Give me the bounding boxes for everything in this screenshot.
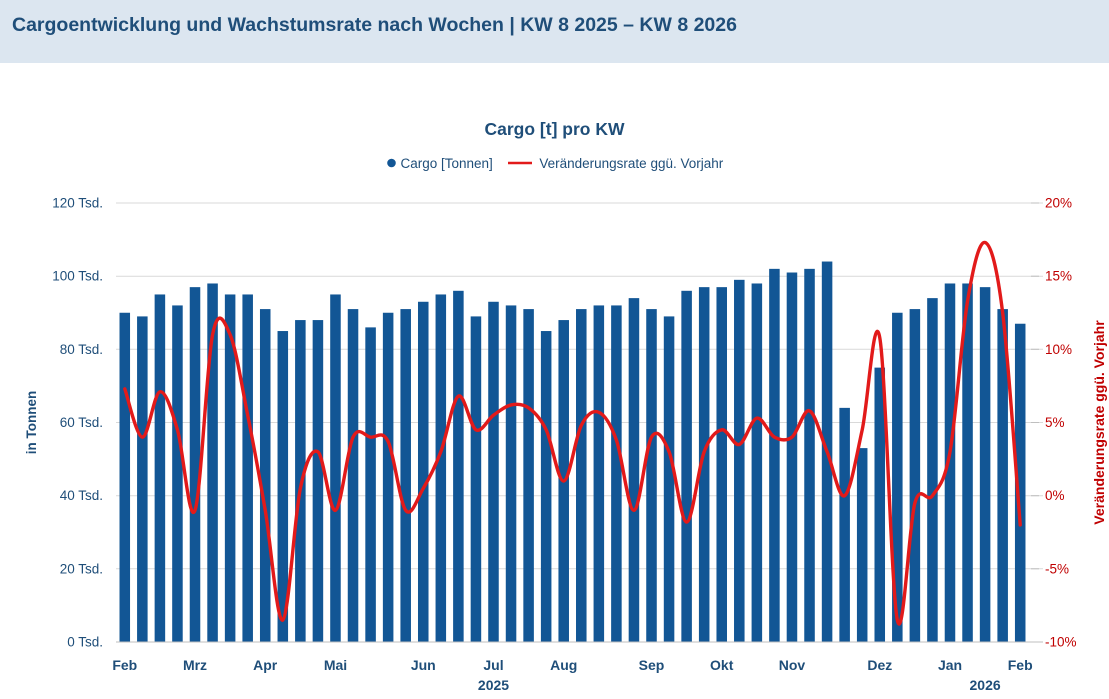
svg-text:Nov: Nov — [779, 657, 806, 673]
svg-text:Apr: Apr — [253, 657, 278, 673]
svg-text:2025: 2025 — [478, 677, 509, 693]
svg-text:15%: 15% — [1045, 269, 1072, 284]
svg-text:-10%: -10% — [1045, 635, 1077, 650]
svg-text:-5%: -5% — [1045, 561, 1069, 576]
svg-text:Jun: Jun — [411, 657, 436, 673]
svg-text:0%: 0% — [1045, 488, 1065, 503]
svg-text:Mai: Mai — [324, 657, 347, 673]
svg-text:Jul: Jul — [483, 657, 503, 673]
svg-text:0 Tsd.: 0 Tsd. — [67, 635, 103, 650]
svg-text:Aug: Aug — [550, 657, 577, 673]
svg-text:Jan: Jan — [938, 657, 962, 673]
svg-text:80 Tsd.: 80 Tsd. — [60, 342, 103, 357]
svg-text:100 Tsd.: 100 Tsd. — [52, 269, 103, 284]
svg-text:Feb: Feb — [112, 657, 137, 673]
svg-text:Feb: Feb — [1008, 657, 1033, 673]
svg-text:120 Tsd.: 120 Tsd. — [52, 196, 103, 211]
svg-text:Dez: Dez — [867, 657, 892, 673]
svg-text:10%: 10% — [1045, 342, 1072, 357]
svg-text:40 Tsd.: 40 Tsd. — [60, 488, 103, 503]
svg-text:Sep: Sep — [639, 657, 665, 673]
svg-text:Veränderungsrate ggü. Vorjahr: Veränderungsrate ggü. Vorjahr — [1091, 320, 1107, 525]
svg-text:Okt: Okt — [710, 657, 734, 673]
svg-text:Mrz: Mrz — [183, 657, 207, 673]
svg-text:in Tonnen: in Tonnen — [24, 391, 39, 455]
svg-text:2026: 2026 — [970, 677, 1001, 693]
svg-text:5%: 5% — [1045, 415, 1065, 430]
svg-text:20 Tsd.: 20 Tsd. — [60, 561, 103, 576]
svg-text:60 Tsd.: 60 Tsd. — [60, 415, 103, 430]
svg-text:20%: 20% — [1045, 196, 1072, 211]
